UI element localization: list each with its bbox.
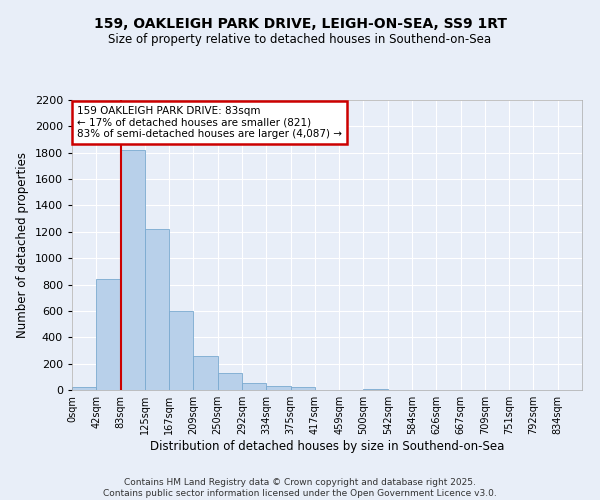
Bar (364, 388, 388, 390)
Bar (96, 280, 121, 390)
Text: Size of property relative to detached houses in Southend-on-Sea: Size of property relative to detached ho… (109, 32, 491, 46)
Bar (218, 373, 242, 390)
Bar (169, 311, 193, 390)
Text: 159, OAKLEIGH PARK DRIVE, LEIGH-ON-SEA, SS9 1RT: 159, OAKLEIGH PARK DRIVE, LEIGH-ON-SEA, … (94, 18, 506, 32)
Bar (242, 384, 266, 390)
Text: Contains HM Land Registry data © Crown copyright and database right 2025.
Contai: Contains HM Land Registry data © Crown c… (103, 478, 497, 498)
Bar (145, 229, 169, 390)
X-axis label: Distribution of detached houses by size in Southend-on-Sea: Distribution of detached houses by size … (150, 440, 504, 453)
Bar (266, 386, 290, 390)
Bar (72, 388, 96, 390)
Y-axis label: Number of detached properties: Number of detached properties (16, 152, 29, 338)
Bar (193, 356, 218, 390)
Text: 159 OAKLEIGH PARK DRIVE: 83sqm
← 17% of detached houses are smaller (821)
83% of: 159 OAKLEIGH PARK DRIVE: 83sqm ← 17% of … (77, 106, 342, 139)
Bar (290, 388, 315, 390)
Bar (121, 150, 145, 390)
